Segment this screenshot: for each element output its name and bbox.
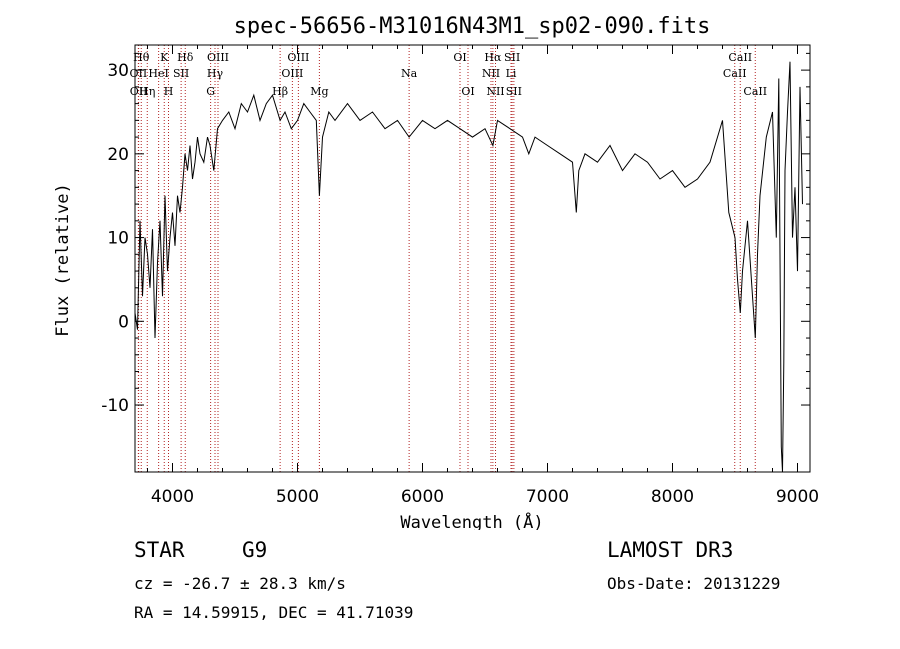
- x-tick-label: 7000: [526, 487, 569, 507]
- emission-line-label: CaII: [743, 85, 767, 98]
- emission-line-label: Hβ: [272, 85, 288, 98]
- emission-line-label: Hθ: [133, 51, 150, 64]
- redshift-cz: cz = -26.7 ± 28.3 km/s: [134, 574, 346, 593]
- emission-line-label: SII: [506, 85, 522, 98]
- x-axis-ticks: 4000 5000 6000 7000 8000 9000: [147, 45, 819, 507]
- emission-line-label: Hη: [139, 85, 155, 98]
- chart-title: spec-56656-M31016N43M1_sp02-090.fits: [234, 14, 711, 39]
- plot-frame: [134, 44, 811, 473]
- y-tick-label: 20: [107, 145, 129, 165]
- y-axis-ticks: -10 0 10 20 30: [101, 52, 810, 416]
- emission-line-label: NII: [482, 67, 500, 80]
- emission-line-label: CaII: [728, 51, 752, 64]
- emission-line-label: CaII: [723, 67, 747, 80]
- emission-line-label: OI: [453, 51, 466, 64]
- spectrum-line: [134, 61, 803, 473]
- emission-line-label: HeI: [148, 67, 168, 80]
- y-tick-label: 0: [118, 312, 129, 332]
- emission-line-label: Na: [401, 67, 418, 80]
- emission-line-label: NII: [486, 85, 504, 98]
- coordinates: RA = 14.59915, DEC = 41.71039: [134, 603, 414, 622]
- emission-line-label: OII: [130, 67, 148, 80]
- y-axis-label: Flux (relative): [53, 183, 73, 337]
- emission-line-label: G: [206, 85, 215, 98]
- emission-line-label: Mg: [310, 85, 328, 98]
- y-tick-label: 30: [107, 61, 129, 81]
- x-tick-label: 9000: [776, 487, 819, 507]
- emission-line-label: Hγ: [207, 67, 224, 80]
- x-tick-label: 8000: [651, 487, 694, 507]
- emission-line-label: OIII: [287, 51, 309, 64]
- survey-name: LAMOST DR3: [607, 538, 734, 562]
- emission-line-label: Hδ: [177, 51, 194, 64]
- x-tick-label: 4000: [151, 487, 194, 507]
- emission-line-label: OII: [130, 85, 148, 98]
- emission-line-label: OI: [461, 85, 474, 98]
- emission-line-label: SII: [504, 51, 520, 64]
- emission-line-label: OIII: [281, 67, 303, 80]
- spectrum-chart: spec-56656-M31016N43M1_sp02-090.fits Hθ O…: [53, 14, 819, 530]
- emission-line-label: Li: [506, 67, 517, 80]
- emission-line-label: K: [160, 51, 169, 64]
- emission-line-label: OIII: [207, 51, 229, 64]
- emission-line-label: SII: [173, 67, 189, 80]
- object-class: STAR: [134, 538, 185, 562]
- y-tick-label: -10: [101, 396, 129, 416]
- y-tick-label: 10: [107, 229, 129, 249]
- object-subclass: G9: [242, 538, 268, 562]
- emission-line-label: H: [164, 85, 174, 98]
- x-axis-label: Wavelength (Å): [400, 511, 543, 530]
- x-tick-label: 5000: [276, 487, 319, 507]
- observation-date: Obs-Date: 20131229: [607, 574, 781, 593]
- emission-lines: [137, 45, 756, 472]
- emission-line-label: Hα: [484, 51, 502, 64]
- x-tick-label: 6000: [401, 487, 444, 507]
